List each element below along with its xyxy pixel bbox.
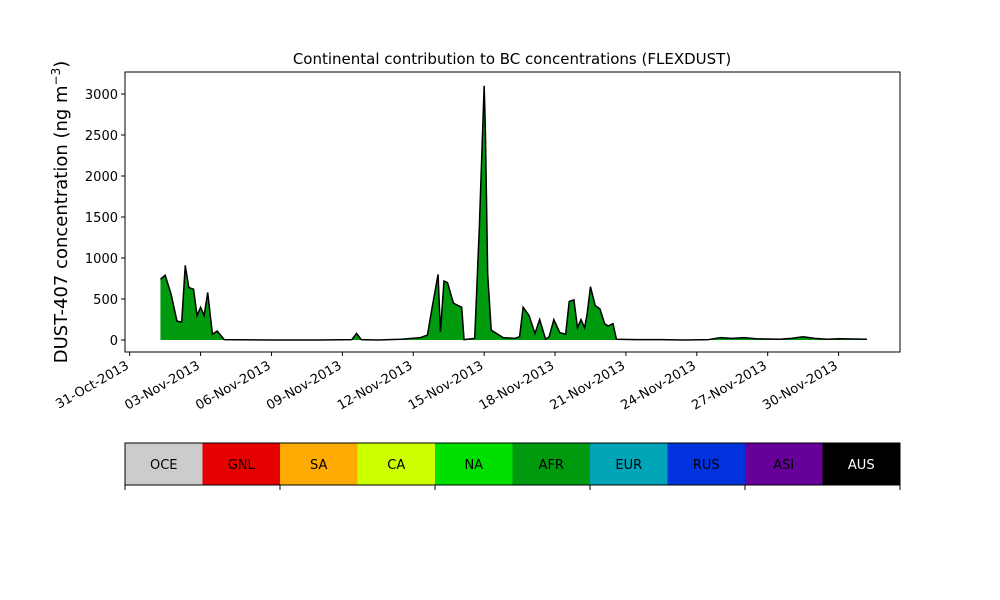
- legend-frame: [124, 442, 901, 486]
- x-tick-label: 21-Nov-2013: [548, 358, 628, 413]
- x-tick-label: 09-Nov-2013: [264, 358, 344, 413]
- y-tick-label: 3000: [85, 88, 118, 103]
- legend-swatch: [745, 443, 823, 485]
- x-tick-label: 12-Nov-2013: [335, 358, 415, 413]
- x-tick-label: 15-Nov-2013: [406, 358, 486, 413]
- legend-label: CA: [387, 458, 405, 473]
- y-tick-label: 0: [110, 334, 118, 349]
- legend-swatch: [512, 443, 591, 485]
- y-tick-label: 2000: [85, 170, 118, 185]
- legend-label: RUS: [693, 458, 720, 473]
- legend-swatch: [667, 443, 746, 485]
- legend-swatch: [280, 443, 358, 485]
- legend-label: SA: [310, 458, 327, 473]
- legend-label: GNL: [228, 458, 256, 473]
- y-tick-label: 2500: [85, 129, 118, 144]
- legend-swatch: [125, 443, 203, 485]
- legend-swatch: [435, 443, 513, 485]
- plot-frame: [124, 71, 901, 353]
- legend-label: OCE: [150, 458, 178, 473]
- y-label-text: DUST-407 concentration (ng m: [51, 85, 72, 363]
- y-tick-label: 1500: [85, 211, 118, 226]
- area-outline: [159, 85, 867, 341]
- x-tick-label: 03-Nov-2013: [122, 358, 202, 413]
- x-tick-label: 30-Nov-2013: [760, 358, 840, 413]
- legend-swatch: [357, 443, 436, 485]
- legend-label: EUR: [615, 458, 642, 473]
- y-axis-label: DUST-407 concentration (ng m−3): [49, 61, 72, 364]
- chart-title: Continental contribution to BC concentra…: [293, 50, 731, 68]
- legend-swatch: [822, 443, 901, 485]
- area: [160, 85, 867, 341]
- x-tick-label: 06-Nov-2013: [193, 358, 273, 413]
- y-tick-label: 500: [93, 293, 118, 308]
- legend-swatch: [202, 443, 281, 485]
- x-tick-label: 24-Nov-2013: [619, 358, 699, 413]
- legend-label: AFR: [539, 458, 564, 473]
- y-label-end: ): [51, 61, 72, 68]
- y-tick-label: 1000: [85, 252, 118, 267]
- legend-label: ASI: [773, 458, 794, 473]
- legend-label: AUS: [848, 458, 875, 473]
- x-tick-label: 18-Nov-2013: [477, 358, 557, 413]
- legend-label: NA: [464, 458, 483, 473]
- legend-swatch: [590, 443, 668, 485]
- y-label-sup: −3: [49, 68, 63, 86]
- x-tick-label: 27-Nov-2013: [689, 358, 769, 413]
- x-tick-label: 31-Oct-2013: [53, 358, 131, 412]
